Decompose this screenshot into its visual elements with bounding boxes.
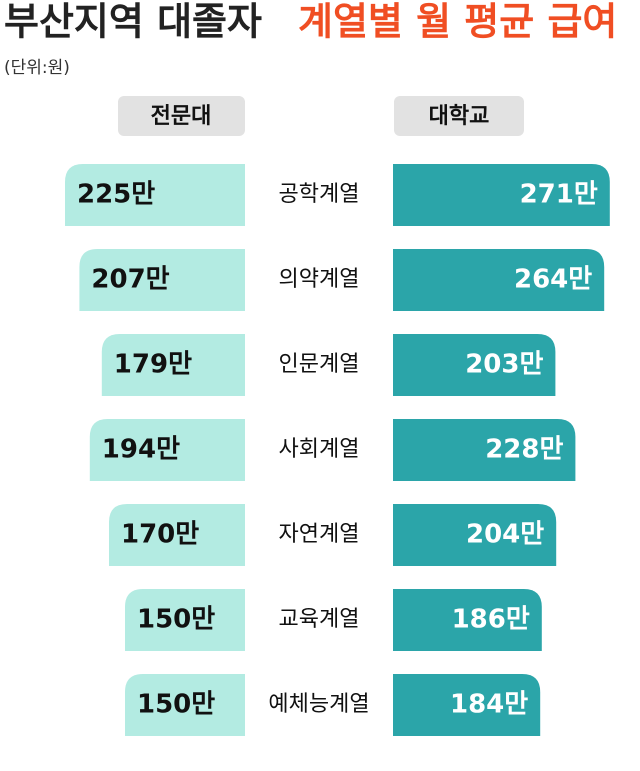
bar [125, 589, 245, 651]
bar [393, 334, 556, 396]
bar [393, 419, 576, 481]
value-label: 203만 [465, 350, 543, 380]
chart-title: 부산지역 대졸자 [4, 0, 262, 44]
bar [101, 334, 245, 396]
value-label: 179만 [114, 350, 192, 380]
bar [393, 164, 610, 226]
category-label: 공학계열 [279, 182, 360, 207]
legend-box [394, 96, 524, 136]
value-label: 194만 [102, 435, 180, 465]
legend-label: 전문대 [151, 104, 212, 129]
legend-box [118, 96, 245, 136]
category-label: 의약계열 [279, 267, 360, 292]
chart-title-highlight: 계열별 월 평균 급여 [298, 0, 617, 44]
value-label: 150만 [137, 605, 215, 635]
category-label: 인문계열 [279, 352, 360, 377]
bar [393, 674, 541, 736]
subtitle: (단위:원) [4, 58, 70, 78]
value-label: 184만 [450, 690, 528, 720]
category-label: 교육계열 [279, 607, 360, 632]
category-label: 자연계열 [279, 522, 360, 547]
value-label: 186만 [452, 605, 530, 635]
bar [125, 674, 245, 736]
value-label: 225만 [77, 180, 155, 210]
value-label: 207만 [91, 265, 169, 295]
category-label: 예체능계열 [268, 692, 369, 717]
bar [109, 504, 245, 566]
bar [393, 504, 557, 566]
bar [79, 249, 246, 311]
bar [65, 164, 245, 226]
value-label: 271만 [520, 180, 598, 210]
bar [393, 249, 605, 311]
value-label: 204만 [466, 520, 544, 550]
value-label: 264만 [514, 265, 592, 295]
bar [393, 589, 542, 651]
legend-label: 대학교 [429, 104, 490, 129]
bar [89, 419, 245, 481]
category-label: 사회계열 [279, 437, 360, 462]
value-label: 150만 [137, 690, 215, 720]
value-label: 228만 [485, 435, 563, 465]
value-label: 170만 [121, 520, 199, 550]
